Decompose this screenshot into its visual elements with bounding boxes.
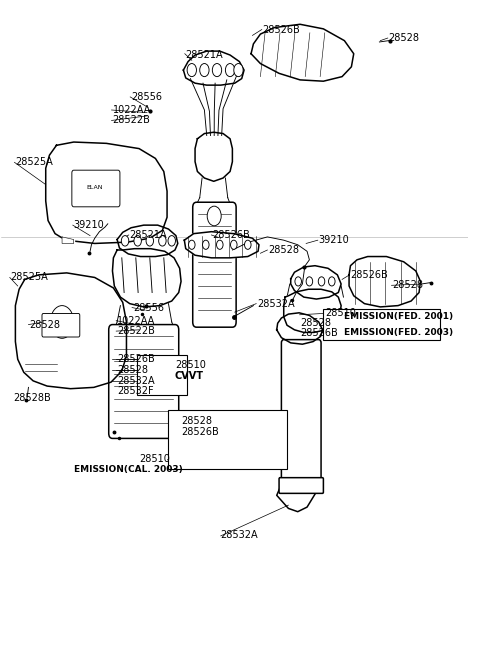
Text: 28532A: 28532A — [220, 530, 257, 539]
Text: 28528: 28528 — [389, 33, 420, 43]
Polygon shape — [183, 51, 244, 85]
Text: 28526B: 28526B — [117, 354, 155, 364]
Text: 1022AA: 1022AA — [117, 315, 156, 326]
Polygon shape — [15, 273, 126, 389]
Polygon shape — [349, 256, 420, 307]
Polygon shape — [277, 313, 323, 344]
Text: 28526B: 28526B — [350, 270, 388, 280]
Text: 28522B: 28522B — [117, 326, 155, 336]
FancyBboxPatch shape — [324, 309, 440, 340]
Text: 28532A: 28532A — [257, 299, 295, 309]
Text: 28526B: 28526B — [181, 427, 219, 437]
FancyBboxPatch shape — [137, 355, 187, 396]
Polygon shape — [251, 24, 354, 81]
FancyBboxPatch shape — [279, 478, 324, 493]
Polygon shape — [46, 142, 167, 244]
Text: 28528: 28528 — [117, 365, 148, 374]
Text: 28528: 28528 — [268, 245, 300, 255]
Polygon shape — [184, 232, 259, 258]
Text: EMISSION(CAL. 2003): EMISSION(CAL. 2003) — [74, 464, 182, 474]
Circle shape — [134, 236, 142, 246]
FancyBboxPatch shape — [193, 202, 236, 327]
Text: 28526B: 28526B — [300, 328, 338, 338]
FancyBboxPatch shape — [42, 313, 80, 337]
Text: 28526B: 28526B — [263, 24, 300, 35]
Circle shape — [168, 236, 176, 246]
Text: 28526B: 28526B — [212, 230, 250, 240]
Circle shape — [226, 64, 235, 77]
Text: EMISSION(FED. 2001): EMISSION(FED. 2001) — [344, 311, 454, 321]
Text: 28532A: 28532A — [117, 376, 155, 386]
Text: 28532F: 28532F — [117, 386, 154, 396]
Text: 28525A: 28525A — [11, 273, 48, 283]
Circle shape — [50, 306, 74, 338]
Text: 28522B: 28522B — [112, 116, 150, 125]
Text: 39210: 39210 — [319, 235, 349, 245]
Text: EMISSION(FED. 2003): EMISSION(FED. 2003) — [344, 328, 454, 337]
Circle shape — [216, 240, 223, 250]
Text: 28521A: 28521A — [130, 230, 168, 240]
Circle shape — [244, 240, 251, 250]
Text: 1022AA: 1022AA — [112, 105, 151, 115]
Circle shape — [146, 236, 154, 246]
Text: 28556: 28556 — [133, 303, 164, 313]
Text: 28510: 28510 — [175, 360, 206, 370]
Polygon shape — [291, 265, 341, 299]
Circle shape — [187, 64, 196, 77]
Circle shape — [212, 64, 222, 77]
Circle shape — [189, 240, 195, 250]
Text: 28521A: 28521A — [186, 50, 223, 60]
Circle shape — [159, 236, 166, 246]
Circle shape — [295, 277, 301, 286]
Polygon shape — [117, 225, 178, 256]
Text: 28528: 28528 — [181, 417, 212, 426]
Text: CVVT: CVVT — [175, 371, 204, 380]
Text: 28528B: 28528B — [13, 393, 51, 403]
Circle shape — [328, 277, 335, 286]
Circle shape — [121, 236, 129, 246]
Circle shape — [203, 240, 209, 250]
Text: 39210: 39210 — [74, 220, 105, 230]
Circle shape — [234, 64, 243, 77]
Circle shape — [207, 206, 221, 226]
Circle shape — [200, 64, 209, 77]
Circle shape — [318, 277, 325, 286]
Text: 28528: 28528 — [300, 318, 331, 328]
Circle shape — [306, 277, 312, 286]
Text: 28556: 28556 — [131, 92, 162, 102]
Text: 28510: 28510 — [325, 308, 356, 319]
FancyBboxPatch shape — [168, 410, 288, 469]
Polygon shape — [112, 249, 181, 307]
Polygon shape — [195, 132, 232, 181]
FancyBboxPatch shape — [281, 340, 321, 482]
Text: 28528: 28528 — [393, 281, 423, 290]
Text: ELAN: ELAN — [86, 185, 103, 191]
FancyBboxPatch shape — [109, 325, 179, 438]
FancyBboxPatch shape — [72, 170, 120, 207]
Text: 28528: 28528 — [29, 319, 60, 330]
Text: 28510: 28510 — [139, 455, 170, 464]
Circle shape — [230, 240, 237, 250]
Text: 28525A: 28525A — [15, 157, 53, 168]
Polygon shape — [62, 237, 74, 244]
Polygon shape — [284, 289, 341, 332]
